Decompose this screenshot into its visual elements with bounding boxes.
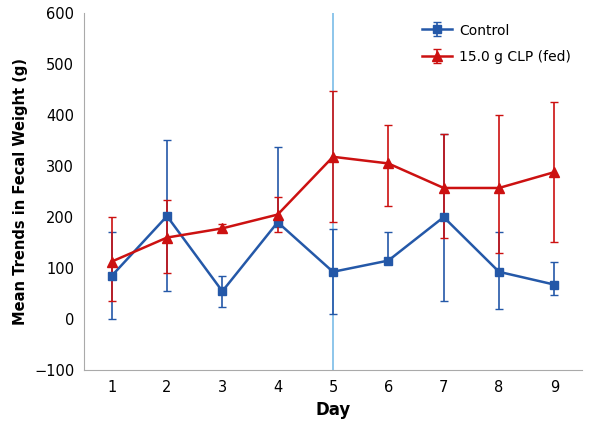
Y-axis label: Mean Trends in Fecal Weight (g): Mean Trends in Fecal Weight (g) bbox=[13, 58, 28, 325]
Legend: Control, 15.0 g CLP (fed): Control, 15.0 g CLP (fed) bbox=[418, 19, 575, 68]
X-axis label: Day: Day bbox=[316, 401, 350, 419]
